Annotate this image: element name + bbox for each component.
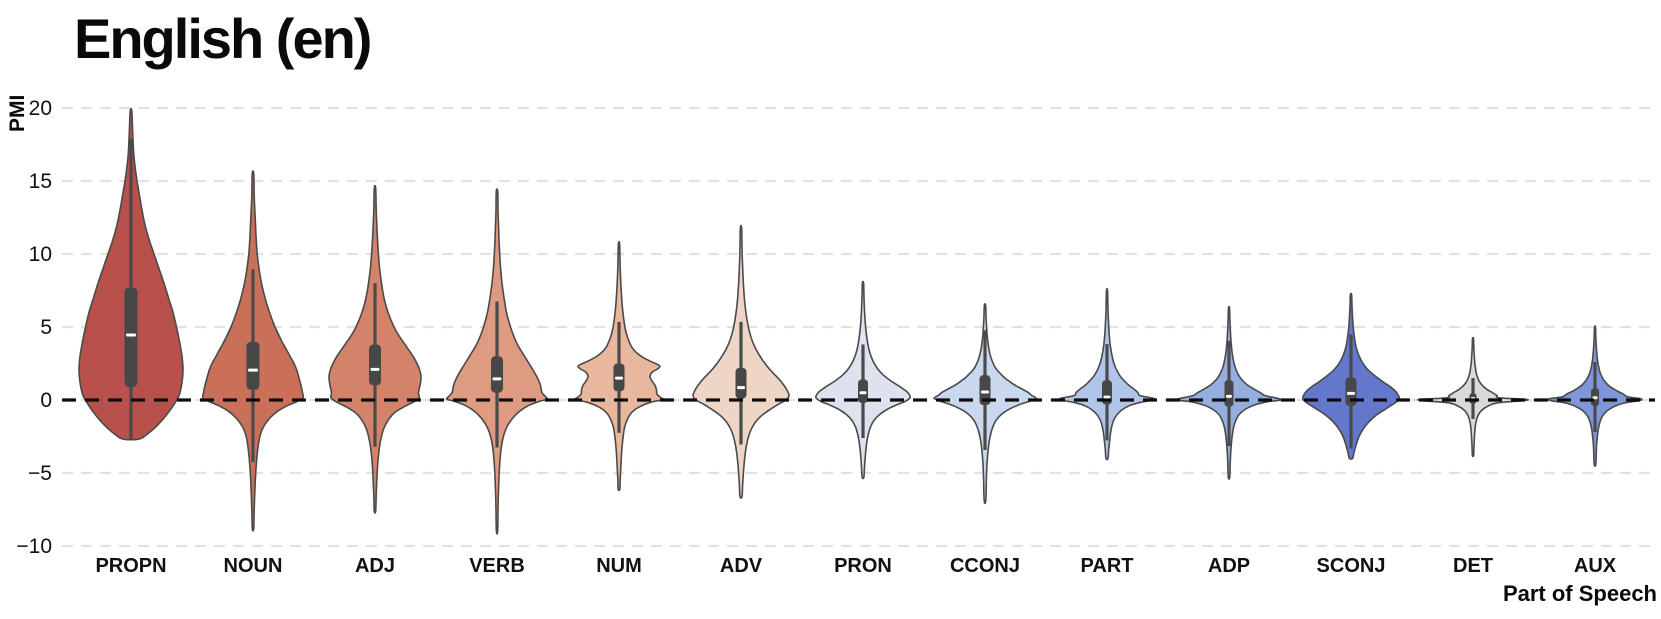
x-tick-label-NOUN: NOUN — [224, 555, 283, 577]
median-mark-SCONJ — [1347, 391, 1355, 395]
violin-ADV — [692, 224, 790, 499]
median-mark-ADP — [1226, 394, 1232, 398]
x-tick-label-PROPN: PROPN — [95, 555, 166, 577]
x-tick-label-SCONJ: SCONJ — [1317, 555, 1386, 577]
iqr-box-PROPN — [124, 287, 138, 387]
violin-PRON — [814, 280, 912, 480]
x-tick-label-PRON: PRON — [834, 555, 892, 577]
median-mark-ADJ — [370, 367, 380, 371]
y-tick-label: −5 — [28, 462, 52, 485]
axis-labels: 20 15 10 5 0 −5 −10 PROPN NOUN ADJ VERB NUM ADV PRON C… — [16, 97, 1616, 577]
x-tick-label-PART: PART — [1081, 555, 1134, 577]
y-tick-label: 5 — [40, 316, 52, 339]
iqr-box-ADV — [735, 367, 747, 399]
gridlines — [62, 106, 1655, 548]
x-tick-label-CCONJ: CCONJ — [950, 555, 1020, 577]
x-tick-label-ADP: ADP — [1208, 555, 1250, 577]
violin-DET — [1417, 336, 1529, 458]
x-tick-label-AUX: AUX — [1574, 555, 1617, 577]
y-tick-label: −10 — [16, 535, 52, 558]
x-tick-label-NUM: NUM — [596, 555, 642, 577]
x-tick-label-VERB: VERB — [469, 555, 525, 577]
violin-NOUN — [201, 170, 305, 532]
violin-ADP — [1175, 305, 1283, 480]
median-mark-CCONJ — [981, 390, 989, 394]
violin-NUM — [573, 240, 665, 492]
violins — [78, 107, 1643, 535]
x-tick-label-ADV: ADV — [720, 555, 763, 577]
iqr-box-CCONJ — [979, 375, 991, 406]
chart-title: English (en) — [74, 7, 370, 70]
violin-AUX — [1547, 325, 1643, 468]
median-mark-VERB — [492, 377, 502, 381]
x-axis-title: Part of Speech — [1503, 581, 1657, 606]
iqr-box-NOUN — [246, 341, 260, 390]
y-tick-label: 15 — [29, 170, 52, 193]
violin-SCONJ — [1301, 292, 1401, 460]
iqr-box-ADP — [1224, 380, 1234, 407]
median-mark-PART — [1103, 395, 1111, 399]
median-mark-NOUN — [248, 368, 258, 372]
iqr-box-VERB — [491, 356, 503, 393]
y-tick-label: 20 — [29, 97, 52, 120]
x-tick-label-ADJ: ADJ — [355, 555, 395, 577]
x-tick-label-DET: DET — [1453, 555, 1493, 577]
median-mark-PROPN — [126, 333, 136, 337]
violin-VERB — [445, 188, 549, 535]
median-mark-ADV — [737, 386, 745, 390]
violin-ADJ — [328, 184, 422, 514]
y-axis-title: PMI — [6, 95, 29, 132]
median-mark-PRON — [859, 391, 867, 395]
median-mark-NUM — [615, 376, 623, 380]
violin-CCONJ — [933, 303, 1037, 505]
violin-PROPN — [78, 107, 184, 441]
y-tick-label: 0 — [40, 389, 52, 412]
violin-PART — [1058, 287, 1156, 461]
y-tick-label: 10 — [29, 243, 52, 266]
iqr-box-ADJ — [369, 344, 381, 386]
